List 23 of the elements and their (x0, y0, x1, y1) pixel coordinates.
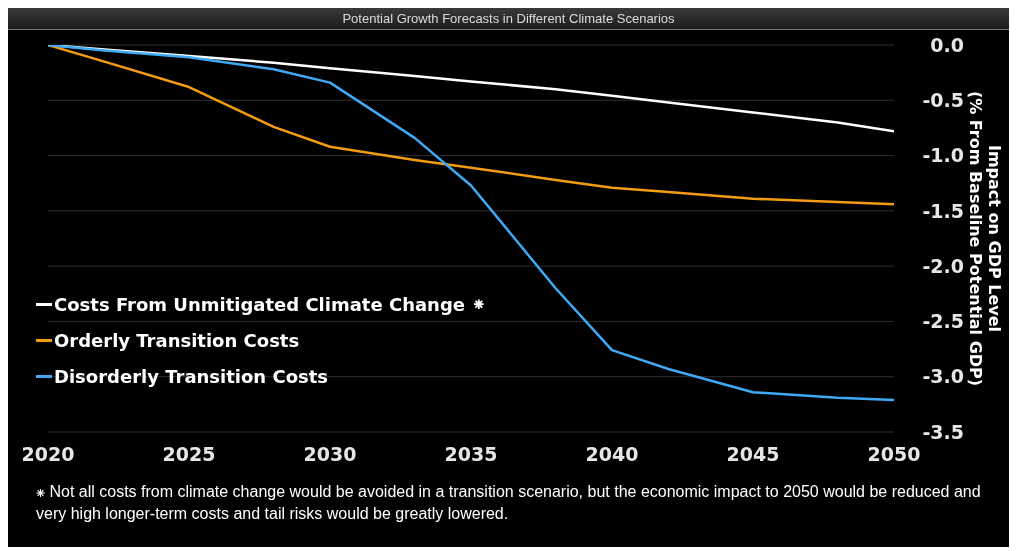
legend-label: Costs From Unmitigated Climate Change ⁕ (54, 293, 487, 315)
legend-label: Disorderly Transition Costs (54, 365, 329, 387)
x-tick-label: 2035 (444, 443, 498, 466)
text: ⁕ Not all costs from climate change would be avoided in a transition scenario, but the economic impact to 2050 would be reduced and very high longer-term costs and tail risks would be greatly lowered. (36, 482, 982, 524)
x-tick-label: 2040 (585, 443, 639, 466)
y-tick-label: -3.5 (922, 420, 964, 443)
x-tick-label: 2030 (303, 443, 357, 466)
y-axis-title: Impact on GDP Level (% From Baseline Potential GDP) (966, 90, 1004, 387)
y-tick-label: -1.5 (922, 199, 964, 222)
y-tick-label: -2.0 (922, 254, 964, 277)
y-tick-label: -3.0 (922, 365, 964, 388)
x-tick-label: 2045 (726, 443, 780, 466)
line-series (48, 45, 894, 402)
y-tick-label: -2.5 (922, 310, 964, 333)
x-tick-label: 2020 (21, 443, 75, 466)
x-tick-label: 2025 (162, 443, 216, 466)
y-tick-label: -1.0 (922, 144, 964, 167)
y-tick-label: -0.5 (922, 89, 964, 112)
x-tick-label: 2050 (867, 443, 921, 466)
line-series (48, 45, 894, 206)
legend-label: Orderly Transition Costs (54, 329, 300, 351)
chart-title: Potential Growth Forecasts in Different Climate Scenarios (8, 8, 1009, 30)
y-tick-label: 0.0 (930, 33, 964, 56)
